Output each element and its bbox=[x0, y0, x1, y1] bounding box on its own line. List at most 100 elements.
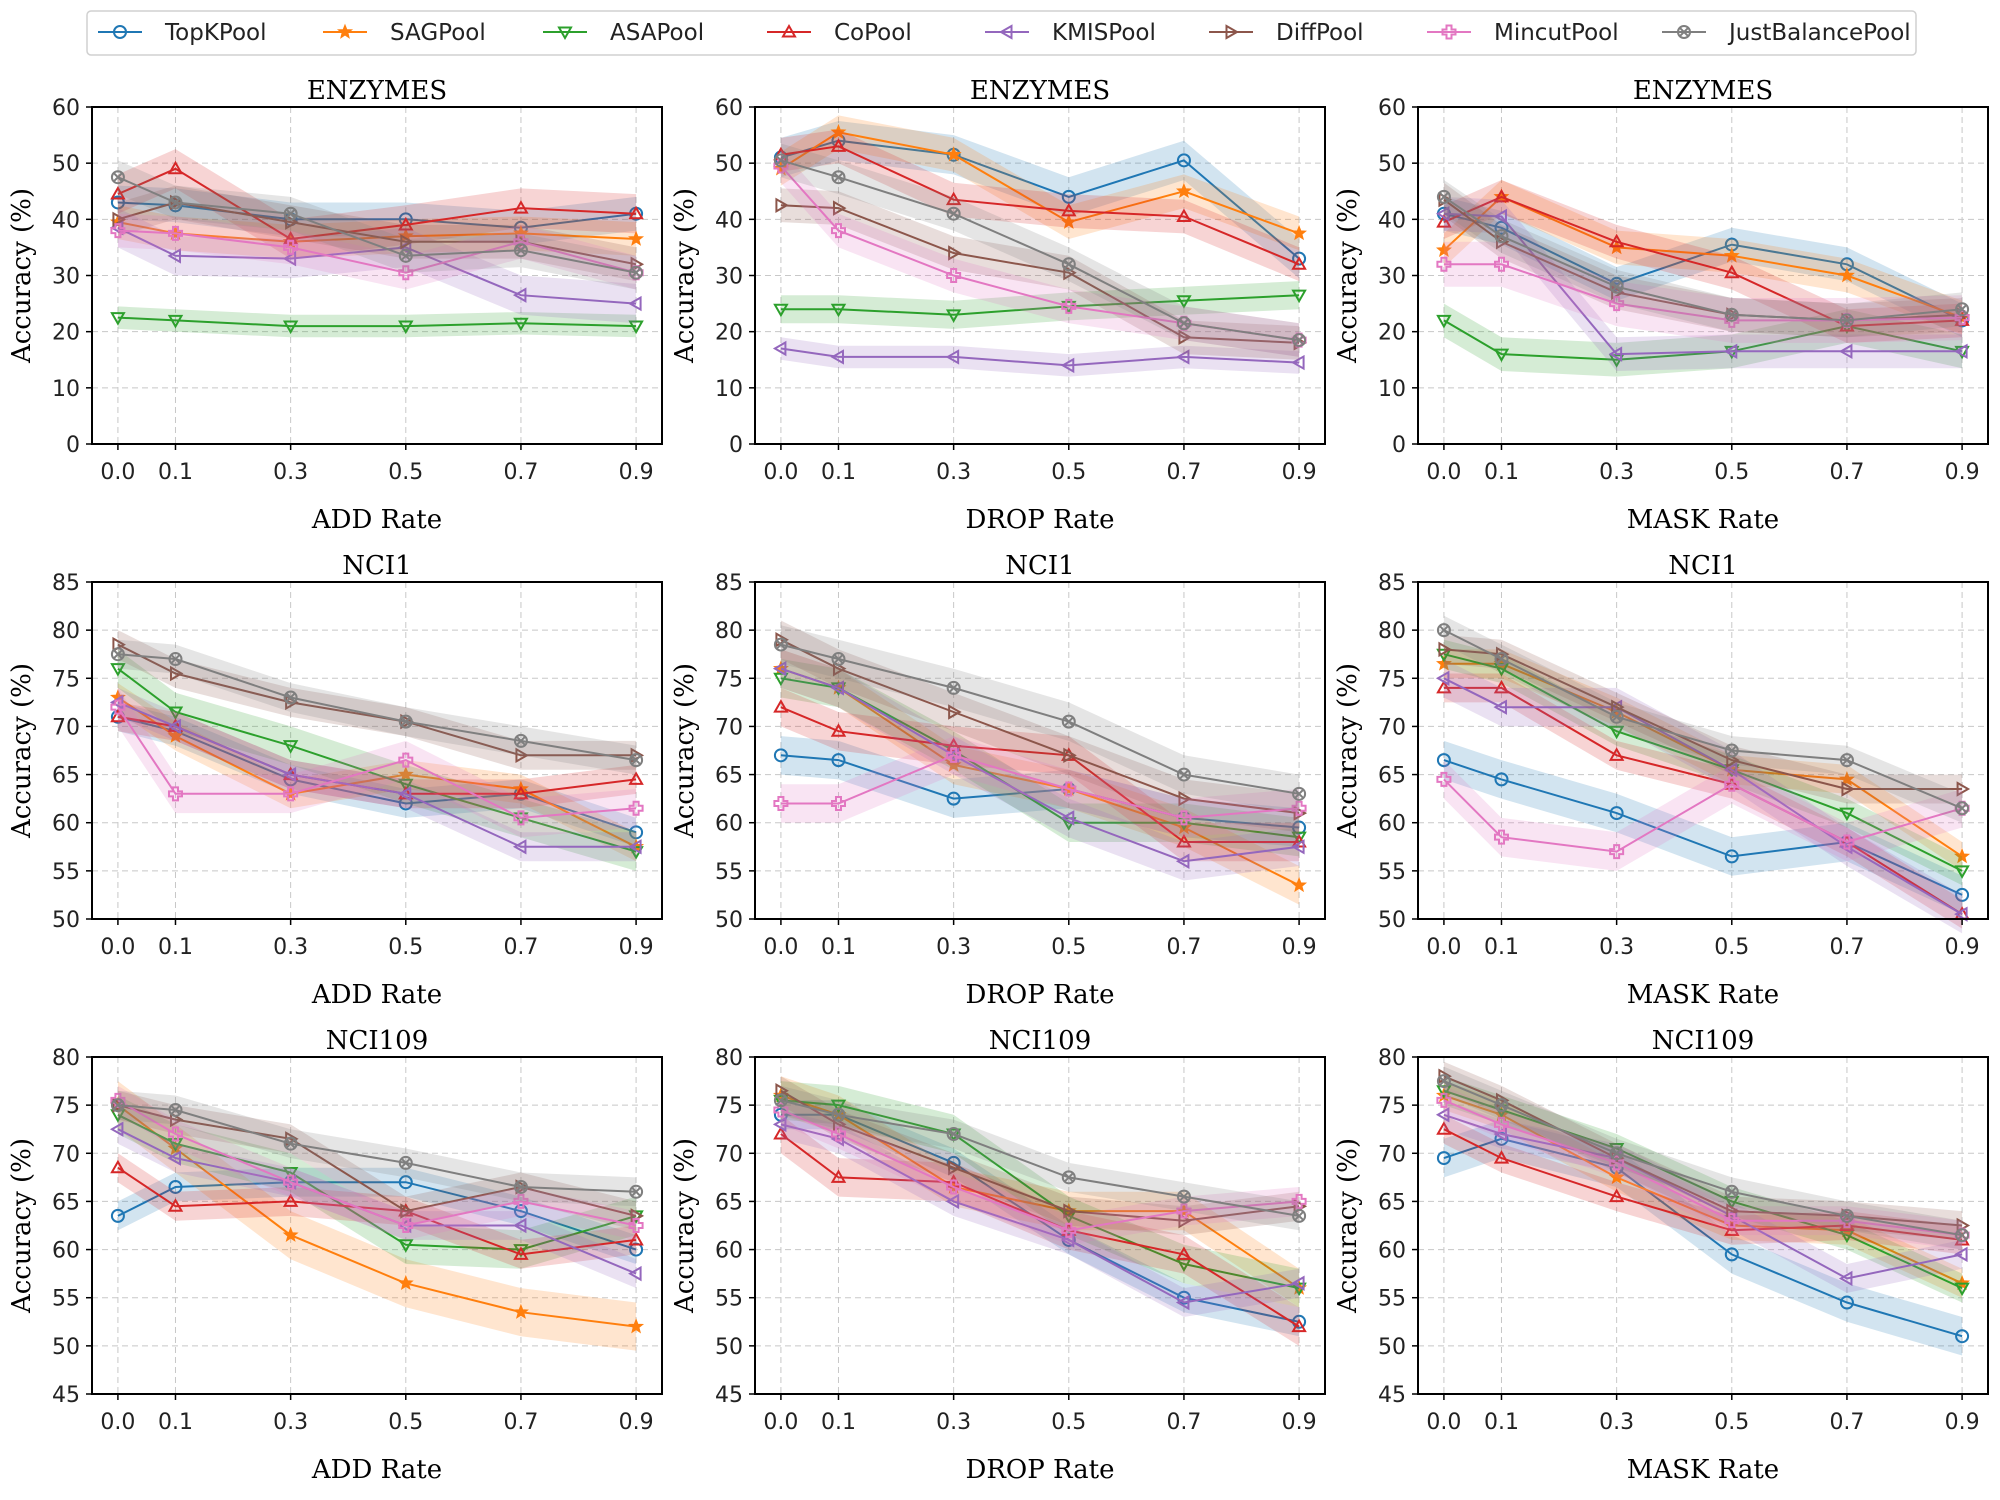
data-point bbox=[1954, 865, 1970, 879]
data-point bbox=[1838, 770, 1855, 787]
x-tick-label: 0.0 bbox=[763, 1410, 798, 1435]
legend-marker bbox=[1677, 25, 1691, 39]
data-point bbox=[110, 699, 126, 715]
confidence-band bbox=[780, 736, 1300, 838]
data-point-x2 bbox=[113, 649, 123, 660]
legend-label: DiffPool bbox=[1276, 20, 1364, 46]
y-tick-label: 20 bbox=[715, 321, 743, 346]
data-point bbox=[1724, 264, 1740, 279]
y-tick-label: 60 bbox=[715, 96, 743, 121]
data-point bbox=[1493, 348, 1510, 363]
data-point bbox=[1435, 241, 1452, 258]
data-point bbox=[282, 740, 299, 754]
confidence-band bbox=[117, 1090, 637, 1231]
data-point bbox=[513, 1193, 529, 1209]
data-point bbox=[1955, 801, 1970, 816]
data-point bbox=[775, 197, 789, 214]
data-point bbox=[1436, 1151, 1451, 1166]
data-point bbox=[1436, 1074, 1451, 1089]
data-point bbox=[1061, 781, 1077, 797]
series-line bbox=[780, 204, 1300, 344]
legend: TopKPool SAGPool ASAPool CoPool KMISPool Diff… bbox=[86, 10, 1917, 56]
x-tick-label: 0.1 bbox=[821, 460, 856, 485]
data-point bbox=[282, 320, 299, 335]
series-line bbox=[1443, 1089, 1963, 1290]
data-point-x2 bbox=[1439, 1076, 1449, 1086]
series-line bbox=[780, 754, 1300, 819]
series-line bbox=[117, 316, 637, 328]
data-point bbox=[946, 680, 961, 695]
panel-title: NCI1 bbox=[1668, 551, 1737, 581]
data-point bbox=[1494, 652, 1509, 667]
data-point bbox=[1954, 343, 1968, 360]
subplot-8: 45 50 55 60 65 70 75 80 0.0 0.1 0.3 0.5 0.7 0.9 NCI109… bbox=[670, 1026, 1326, 1485]
data-point bbox=[772, 340, 787, 357]
y-tick-label: 50 bbox=[1378, 1335, 1406, 1360]
data-point bbox=[773, 699, 789, 713]
subplot-6: 50 55 60 65 70 75 80 85 0.0 0.1 0.3 0.5 0.7 0.9 NCI1 MA… bbox=[1333, 551, 1989, 1010]
data-point bbox=[1292, 1208, 1307, 1223]
data-point bbox=[1839, 834, 1855, 850]
data-point bbox=[1493, 188, 1510, 203]
confidence-band bbox=[117, 1085, 637, 1240]
series-line bbox=[1443, 759, 1963, 896]
data-point bbox=[398, 1239, 414, 1253]
legend-marker bbox=[1441, 24, 1457, 40]
data-point bbox=[1724, 1184, 1739, 1199]
data-point bbox=[167, 225, 183, 241]
x-tick-label: 0.5 bbox=[1051, 935, 1086, 960]
x-axis-label: ADD Rate bbox=[311, 1455, 442, 1485]
series-line bbox=[1443, 629, 1963, 810]
legend-marker bbox=[998, 24, 1013, 40]
data-point-x2 bbox=[113, 172, 123, 183]
axes-frame bbox=[91, 1056, 663, 1395]
x-tick-label: 0.9 bbox=[619, 1410, 654, 1435]
confidence-band bbox=[780, 649, 1300, 881]
data-point bbox=[1841, 781, 1855, 797]
data-point-x2 bbox=[1294, 335, 1304, 345]
y-axis-label: Accuracy (%) bbox=[1333, 1138, 1363, 1314]
data-point bbox=[1493, 1150, 1510, 1164]
data-point-x2 bbox=[776, 639, 786, 650]
data-point-x2 bbox=[833, 654, 844, 664]
data-point bbox=[945, 1193, 960, 1210]
subplot-9: 45 50 55 60 65 70 75 80 0.0 0.1 0.3 0.5 0.7 0.9 NCI109… bbox=[1333, 1026, 1989, 1485]
x-tick-label: 0.5 bbox=[1051, 1410, 1086, 1435]
x-tick-label: 0.0 bbox=[100, 460, 135, 485]
y-tick-label: 65 bbox=[1378, 1190, 1406, 1215]
y-tick-label: 50 bbox=[1378, 908, 1406, 933]
grid bbox=[755, 106, 1325, 445]
series-line bbox=[780, 706, 1300, 843]
confidence-band bbox=[780, 620, 1300, 833]
series-line bbox=[780, 1113, 1300, 1323]
x-tick-label: 0.9 bbox=[1282, 1410, 1317, 1435]
x-tick-label: 0.9 bbox=[1945, 935, 1980, 960]
series-line bbox=[1443, 1080, 1963, 1237]
x-tick-label: 0.3 bbox=[1599, 935, 1634, 960]
confidence-band bbox=[117, 213, 637, 290]
y-tick-label: 70 bbox=[715, 1142, 743, 1167]
series-line bbox=[117, 201, 637, 266]
data-point-x2 bbox=[1842, 1210, 1852, 1221]
data-point bbox=[948, 1160, 962, 1176]
confidence-band bbox=[1443, 1085, 1963, 1250]
y-tick-label: 40 bbox=[52, 208, 80, 233]
y-tick-label: 70 bbox=[52, 715, 80, 740]
series-justbalancepool bbox=[1436, 1066, 1970, 1250]
panel-title: NCI109 bbox=[326, 1026, 429, 1056]
data-point bbox=[1293, 805, 1308, 821]
data-point-x2 bbox=[1496, 231, 1507, 242]
x-tick-label: 0.3 bbox=[1599, 1410, 1634, 1435]
y-tick-label: 65 bbox=[52, 764, 80, 789]
data-point bbox=[513, 733, 528, 748]
legend-entry-justbalancepool: JustBalancePool bbox=[1662, 20, 1911, 46]
y-tick-label: 10 bbox=[52, 377, 80, 402]
data-point bbox=[1723, 1208, 1738, 1224]
y-tick-label: 10 bbox=[1378, 377, 1406, 402]
series-copool bbox=[773, 129, 1307, 282]
data-point bbox=[1838, 267, 1855, 283]
legend-label: SAGPool bbox=[390, 20, 486, 46]
confidence-band bbox=[780, 115, 1300, 251]
data-point bbox=[398, 248, 413, 263]
x-tick-label: 0.0 bbox=[1426, 1410, 1461, 1435]
